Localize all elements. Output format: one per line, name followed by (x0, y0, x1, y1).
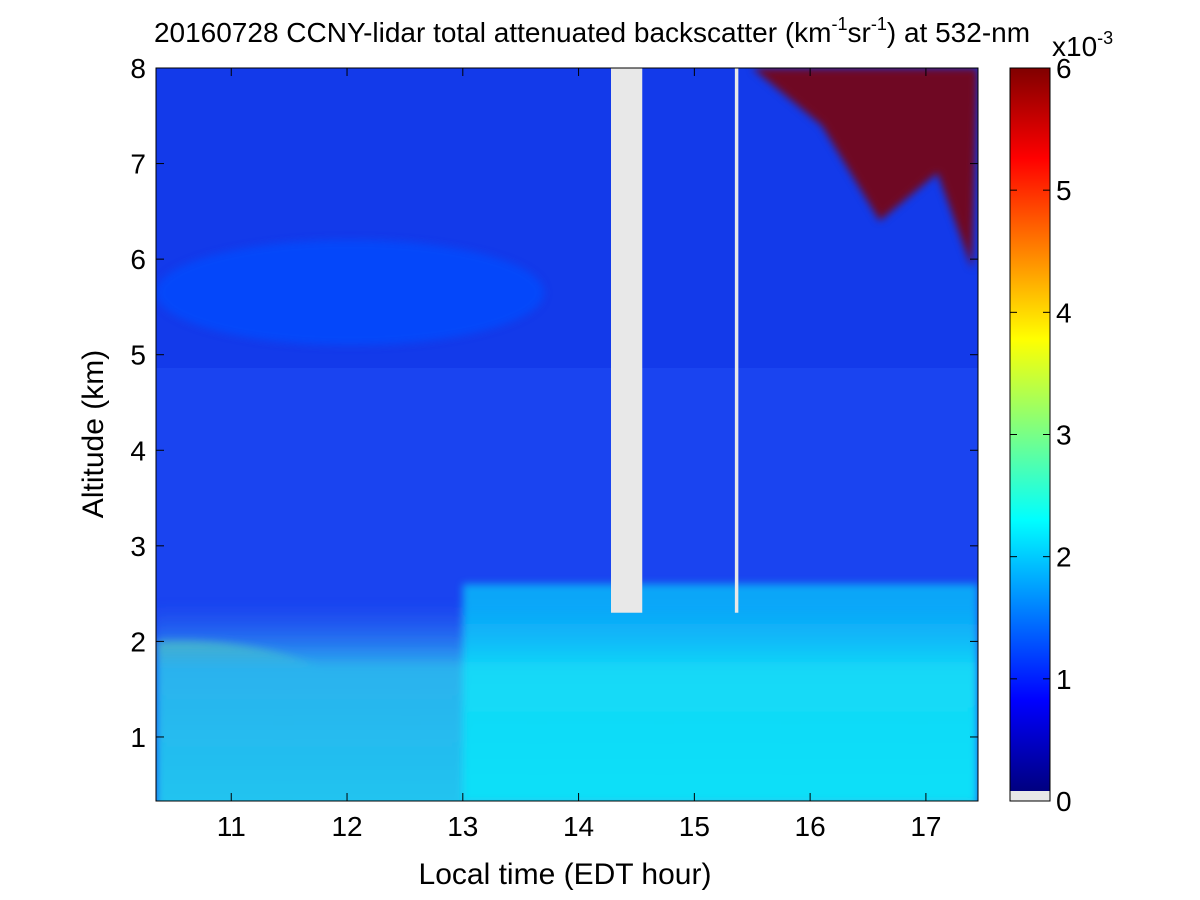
y-tick-label: 1 (130, 722, 146, 753)
colorbar-tick-label: 4 (1056, 297, 1072, 328)
x-axis-label: Local time (EDT hour) (419, 858, 712, 891)
y-tick-label: 7 (130, 149, 146, 180)
colorbar-tick-label: 3 (1056, 420, 1072, 451)
y-tick-label: 6 (130, 244, 146, 275)
plot-frame (155, 67, 979, 802)
x-tick-label: 17 (910, 811, 941, 842)
x-tick-label: 12 (331, 811, 362, 842)
no-data-layer (610, 68, 739, 613)
title-sup2: -1 (871, 14, 887, 34)
x-tick-label: 15 (679, 811, 710, 842)
y-axis-label: Altitude (km) (77, 350, 110, 518)
y-tick-label: 3 (130, 531, 146, 562)
x-axis: 11 12 13 14 15 16 17 (217, 68, 941, 842)
y-tick-label: 2 (130, 626, 146, 657)
title-sup1: -1 (832, 14, 848, 34)
x-tick-label: 14 (563, 811, 594, 842)
y-tick-label: 5 (130, 340, 146, 371)
colorbar-tick-label: 1 (1056, 664, 1072, 695)
title-end: ) at 532-nm (887, 17, 1030, 48)
feature-elevated-aerosol-layer (156, 240, 544, 346)
x-tick-label: 11 (217, 811, 246, 842)
feature-boundary-layer-growth (462, 584, 978, 801)
chart-title: 20160728 CCNY-lidar total attenuated bac… (154, 14, 1030, 48)
feature-layer (156, 68, 978, 801)
colorbar: 0 1 2 3 4 5 6 x10-3 (1009, 28, 1113, 817)
x-tick-label: 16 (795, 811, 826, 842)
title-main: 20160728 CCNY-lidar total attenuated bac… (154, 17, 832, 48)
colorbar-ticks: 0 1 2 3 4 5 6 (1010, 53, 1072, 817)
x-tick-label: 13 (447, 811, 478, 842)
colorbar-multiplier: x10-3 (1052, 28, 1113, 62)
colorbar-no-data-swatch (1010, 791, 1050, 801)
y-tick-label: 8 (130, 53, 146, 84)
colorbar-tick-label: 5 (1056, 175, 1072, 206)
y-axis: 1 2 3 4 5 6 7 8 (130, 53, 978, 753)
colorbar-gradient (1010, 68, 1050, 791)
colorbar-multiplier-exponent: -3 (1097, 28, 1113, 48)
colorbar-tick-label: 2 (1056, 542, 1072, 573)
colorbar-tick-label: 6 (1056, 53, 1072, 84)
feature-cirrus-clouds (752, 68, 978, 269)
no-data-band (610, 68, 643, 613)
y-tick-label: 4 (130, 435, 146, 466)
title-mid: sr (848, 17, 871, 48)
no-data-band (734, 68, 739, 613)
colorbar-multiplier-base: x10 (1052, 31, 1097, 62)
colorbar-tick-label: 0 (1056, 786, 1072, 817)
plot-area (156, 68, 978, 801)
